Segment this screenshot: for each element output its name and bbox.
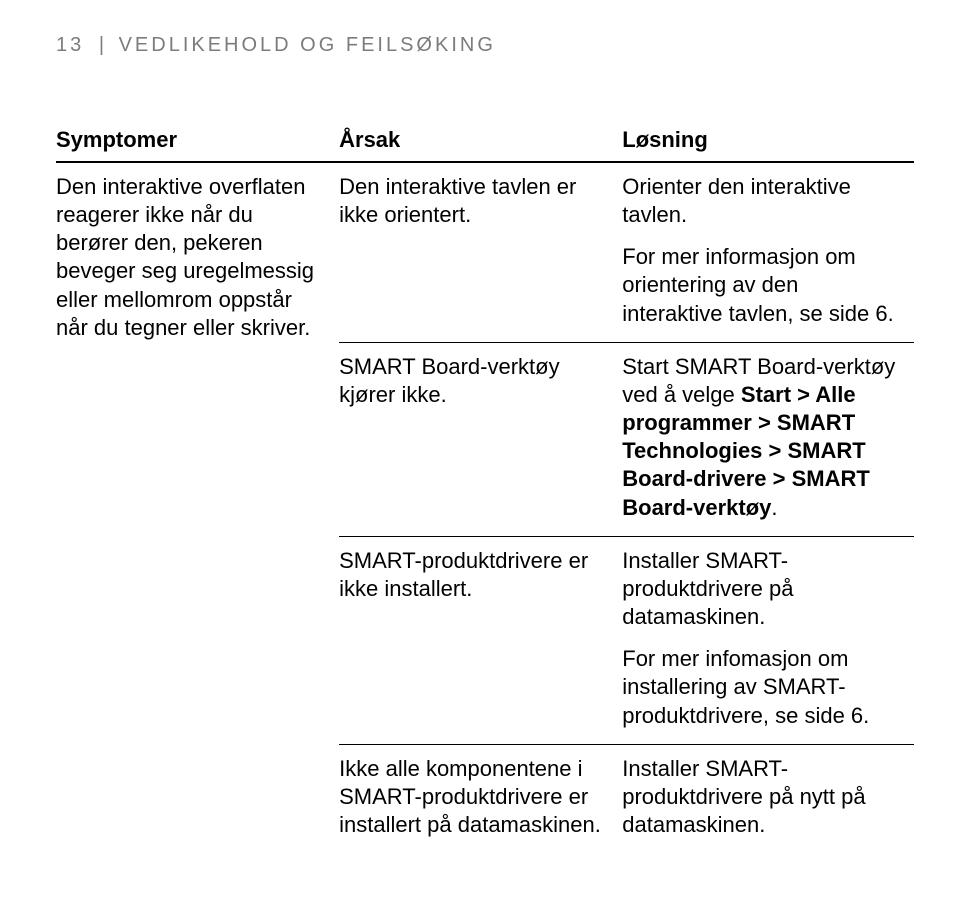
col-cause: Årsak xyxy=(339,127,622,162)
troubleshooting-table: Symptomer Årsak Løsning Den interaktive … xyxy=(56,127,914,839)
col-solution: Løsning xyxy=(622,127,914,162)
col-symptom: Symptomer xyxy=(56,127,339,162)
symptom-text: Den interaktive overflaten reagerer ikke… xyxy=(56,163,339,342)
cause-text: SMART Board-verktøy kjører ikke. xyxy=(339,343,622,423)
page-number: 13 xyxy=(56,34,84,56)
solution-text: Start SMART Board-verktøy ved å velge St… xyxy=(622,343,914,536)
header-separator: | xyxy=(99,34,104,56)
solution-para: For mer informasjon om orientering av de… xyxy=(622,243,896,327)
solution-para: Orienter den interaktive tavlen. xyxy=(622,173,896,229)
table-header-row: Symptomer Årsak Løsning xyxy=(56,127,914,162)
cause-text: SMART-produktdrivere er ikke installert. xyxy=(339,537,622,617)
solution-text-post: . xyxy=(771,495,777,520)
solution-text: Installer SMART-produktdrivere på datama… xyxy=(622,537,914,744)
solution-text: Orienter den interaktive tavlen. For mer… xyxy=(622,163,914,342)
section-title: VEDLIKEHOLD OG FEILSØKING xyxy=(119,34,496,56)
cause-text: Ikke alle komponentene i SMART-produktdr… xyxy=(339,745,622,839)
cause-text: Den interaktive tavlen er ikke orientert… xyxy=(339,163,622,243)
page: 13 | VEDLIKEHOLD OG FEILSØKING Symptomer… xyxy=(0,0,960,879)
solution-para: Installer SMART-produktdrivere på datama… xyxy=(622,547,896,631)
table-row: Den interaktive overflaten reagerer ikke… xyxy=(56,162,914,342)
solution-para: For mer infomasjon om installering av SM… xyxy=(622,645,896,729)
solution-text: Installer SMART-produktdrivere på nytt p… xyxy=(622,745,914,839)
solution-para: Installer SMART-produktdrivere på nytt p… xyxy=(622,755,896,839)
page-header: 13 | VEDLIKEHOLD OG FEILSØKING xyxy=(56,34,914,57)
